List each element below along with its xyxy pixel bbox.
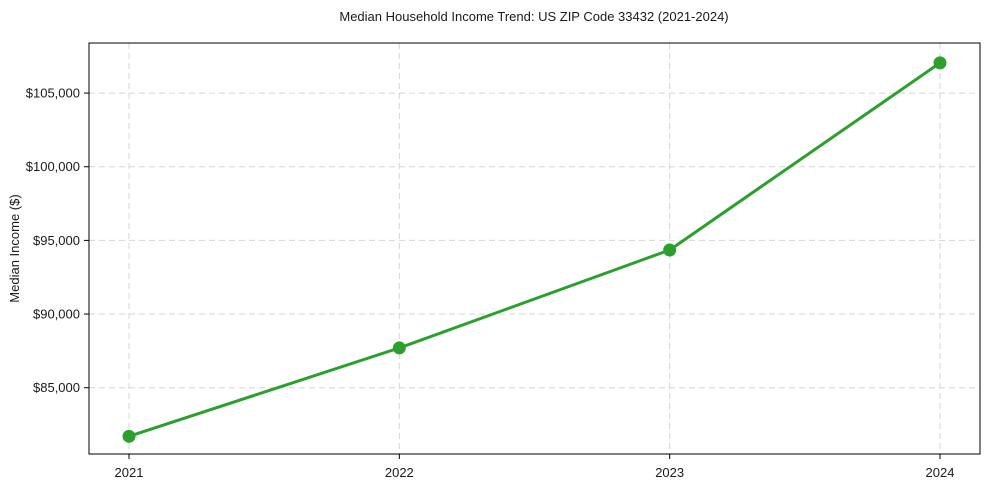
x-tick-label: 2021 <box>115 465 144 480</box>
y-axis-label: Median Income ($) <box>7 194 22 302</box>
chart-title: Median Household Income Trend: US ZIP Co… <box>339 9 728 24</box>
data-point <box>663 243 677 257</box>
x-tick-label: 2024 <box>926 465 955 480</box>
plot-area: $85,000 $90,000 $95,000 $100,000 $105,000 202… <box>26 42 981 480</box>
y-tick-label: $95,000 <box>33 233 80 248</box>
data-point <box>122 429 136 443</box>
x-tick-label: 2022 <box>385 465 414 480</box>
x-tick-label: 2023 <box>655 465 684 480</box>
data-point <box>392 341 406 355</box>
y-tick-label: $90,000 <box>33 307 80 322</box>
y-tick-label: $85,000 <box>33 380 80 395</box>
plot-border <box>88 42 981 455</box>
trend-line <box>127 61 942 438</box>
y-tick-label: $105,000 <box>26 86 80 101</box>
data-point <box>933 56 947 70</box>
y-tick-label: $100,000 <box>26 159 80 174</box>
